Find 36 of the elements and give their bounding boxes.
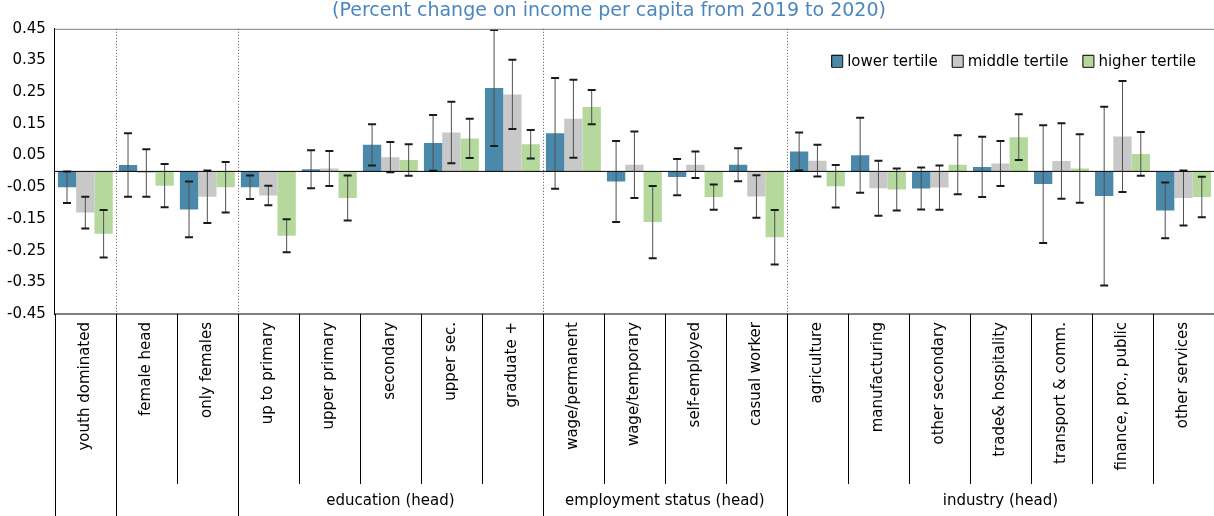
x-tick-label: up to primary xyxy=(258,321,277,425)
x-tick-label: upper sec. xyxy=(441,322,460,401)
x-tick-label: only females xyxy=(197,321,216,419)
x-tick-label: wage/temporary xyxy=(624,321,643,447)
text: industry (head) xyxy=(942,490,1059,509)
y-tick-label: -0.15 xyxy=(7,208,46,227)
x-tick-label: youth dominated xyxy=(75,322,94,451)
x-tick-label: transport & comm. xyxy=(1051,322,1070,464)
y-tick-label: -0.35 xyxy=(7,272,46,291)
y-tick-label: 0.15 xyxy=(12,113,46,132)
legend-label: higher tertile xyxy=(1098,51,1197,70)
x-tick-label: casual worker xyxy=(746,321,765,427)
y-tick-label: -0.05 xyxy=(7,177,46,196)
x-tick-label: graduate + xyxy=(502,322,521,408)
y-tick-label: 0.35 xyxy=(12,50,46,69)
text: employment status (head) xyxy=(565,490,765,509)
y-tick-label: 0.25 xyxy=(12,82,46,101)
y-tick-label: -0.45 xyxy=(7,303,46,322)
x-tick-label: trade& hospitality xyxy=(990,321,1009,457)
y-tick-label: -0.25 xyxy=(7,240,46,259)
chart-subtitle: (Percent change on income per capita from 2019 to 2020) xyxy=(332,0,886,21)
x-tick-label: manufacturing xyxy=(868,322,887,433)
x-tick-label: upper primary xyxy=(319,321,338,430)
x-tick-label: finance, pro., public xyxy=(1112,322,1131,471)
legend-label: lower tertile xyxy=(847,51,938,70)
x-tick-label: secondary xyxy=(380,321,399,400)
y-tick-label: 0.05 xyxy=(12,145,46,164)
x-tick-label: other secondary xyxy=(929,321,948,445)
x-tick-label: agriculture xyxy=(807,322,826,404)
x-tick-label: female head xyxy=(136,322,155,416)
text: education (head) xyxy=(326,490,455,509)
legend-label: middle tertile xyxy=(967,51,1069,70)
x-tick-label: other services xyxy=(1173,321,1192,429)
x-tick-label: wage/permanent xyxy=(563,321,582,450)
y-tick-label: 0.45 xyxy=(12,18,46,37)
x-tick-label: self-employed xyxy=(685,322,704,428)
